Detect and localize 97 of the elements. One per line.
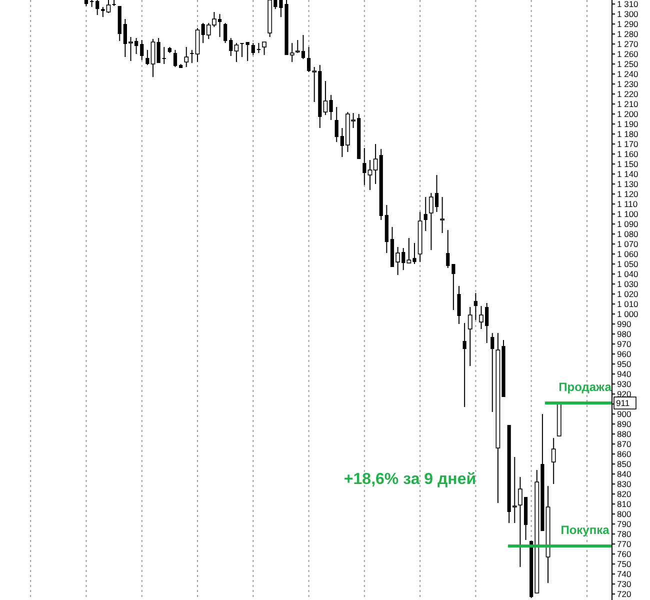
y-tick-label: 930 xyxy=(617,378,632,389)
y-tick-label: 870 xyxy=(617,438,632,449)
candlestick xyxy=(251,42,255,56)
y-tick-label: 1 120 xyxy=(617,188,639,199)
y-tick-label: 990 xyxy=(617,318,632,329)
candlestick xyxy=(362,148,366,186)
candlestick xyxy=(156,38,160,64)
y-tick-label: 810 xyxy=(617,498,632,509)
candlestick xyxy=(457,286,461,324)
y-tick-label: 1 270 xyxy=(617,38,639,49)
candlestick xyxy=(452,264,456,310)
y-tick-label: 1 300 xyxy=(617,8,639,19)
y-tick-label: 890 xyxy=(617,418,632,429)
y-tick-label: 1 210 xyxy=(617,98,639,109)
y-tick-label: 1 090 xyxy=(617,218,639,229)
y-tick-label: 860 xyxy=(617,448,632,459)
y-tick-label: 1 040 xyxy=(617,268,639,279)
y-tick-label: 1 150 xyxy=(617,158,639,169)
y-tick-label: 1 190 xyxy=(617,118,639,129)
y-tick-label: 800 xyxy=(617,508,632,519)
y-tick-label: 1 170 xyxy=(617,138,639,149)
y-tick-label: 770 xyxy=(617,538,632,549)
y-tick-label: 1 160 xyxy=(617,148,639,159)
y-tick-label: 880 xyxy=(617,428,632,439)
candlestick xyxy=(140,40,144,60)
y-tick-label: 1 110 xyxy=(617,198,638,209)
candlestick xyxy=(234,42,239,62)
candlestick xyxy=(551,438,556,484)
candlestick xyxy=(490,332,494,412)
y-tick-label: 1 260 xyxy=(617,48,639,59)
candlestick xyxy=(440,196,445,234)
y-tick-label: 920 xyxy=(617,388,632,399)
y-tick-label: 1 220 xyxy=(617,88,639,99)
y-tick-label: 1 020 xyxy=(617,288,639,299)
candlestick xyxy=(424,196,428,232)
candlestick xyxy=(446,230,450,268)
candlestick xyxy=(184,46,189,68)
y-tick-label: 1 180 xyxy=(617,128,639,139)
candlestick xyxy=(262,42,266,56)
y-tick-label: 750 xyxy=(617,558,632,569)
y-tick-label: 1 050 xyxy=(617,258,639,269)
y-tick-label: 1 140 xyxy=(617,168,639,179)
y-tick-label: 950 xyxy=(617,358,632,369)
y-tick-label: 1 200 xyxy=(617,108,639,119)
candlestick xyxy=(162,46,166,64)
y-tick-label: 840 xyxy=(617,468,632,479)
y-tick-label: 730 xyxy=(617,578,632,589)
candlestick xyxy=(240,42,244,58)
y-tick-label: 1 280 xyxy=(617,28,639,39)
candlestick xyxy=(224,22,228,44)
candlestick xyxy=(173,50,178,68)
y-tick-label: 780 xyxy=(617,528,632,539)
ref-line-label: Покупка xyxy=(560,523,610,537)
y-tick-label: 1 000 xyxy=(617,308,639,319)
y-tick-label: 760 xyxy=(617,548,632,559)
candlestick xyxy=(150,38,156,78)
candlestick xyxy=(96,0,100,16)
y-tick-label: 830 xyxy=(617,478,632,489)
candlestick xyxy=(462,322,466,408)
candlestick xyxy=(334,106,338,142)
candlestick xyxy=(90,0,94,8)
y-tick-label: 1 080 xyxy=(617,228,639,239)
y-tick-label: 940 xyxy=(617,368,632,379)
candlestick xyxy=(101,6,105,18)
candlestick xyxy=(146,50,150,66)
y-tick-label: 1 010 xyxy=(617,298,639,309)
y-tick-label: 1 250 xyxy=(617,58,639,69)
y-tick-label: 960 xyxy=(617,348,632,359)
y-tick-label: 900 xyxy=(617,408,632,419)
y-tick-label: 740 xyxy=(617,568,632,579)
y-tick-label: 1 060 xyxy=(617,248,639,259)
y-tick-label: 1 130 xyxy=(617,178,639,189)
annotation: +18,6% за 9 дней xyxy=(344,471,476,488)
y-tick-label: 1 240 xyxy=(617,68,639,79)
y-tick-label: 1 310 xyxy=(617,0,639,9)
y-tick-label: 1 070 xyxy=(617,238,639,249)
candlestick xyxy=(246,42,250,62)
candlestick xyxy=(190,50,194,64)
candlestick xyxy=(468,306,472,366)
candlestick xyxy=(229,38,233,56)
candlestick xyxy=(474,292,478,320)
candlestick xyxy=(256,42,261,54)
candlestick xyxy=(106,0,111,14)
y-tick-label: 1 230 xyxy=(617,78,639,89)
y-tick-label: 970 xyxy=(617,338,632,349)
candlestick xyxy=(112,0,116,6)
y-tick-label: 980 xyxy=(617,328,632,339)
y-tick-label: 1 100 xyxy=(617,208,639,219)
y-tick-label: 790 xyxy=(617,518,632,529)
y-tick-label: 720 xyxy=(617,588,632,599)
y-tick-label: 1 290 xyxy=(617,18,639,29)
text: 911 xyxy=(616,398,630,408)
candlestick xyxy=(195,28,200,62)
y-tick-label: 1 030 xyxy=(617,278,639,289)
y-tick-label: 850 xyxy=(617,458,632,469)
y-tick-label: 820 xyxy=(617,488,632,499)
ref-line-label: Продажа xyxy=(558,380,612,394)
